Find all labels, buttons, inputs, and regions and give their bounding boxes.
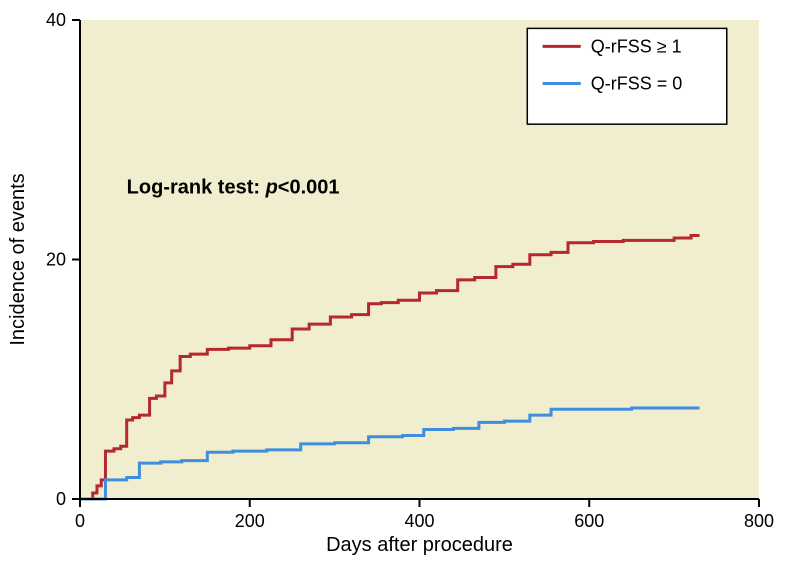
log-rank-annotation: Log-rank test: p<0.001 [127,177,340,199]
y-tick-label: 20 [46,250,66,270]
legend-label: Q-rFSS = 0 [591,74,683,94]
x-axis-label: Days after procedure [326,534,513,556]
x-tick-label: 400 [404,511,434,531]
y-axis-label: Incidence of events [7,173,29,345]
km-chart: 0 200 400 600 800 0 20 40 Days after procedure In… [0,0,801,569]
x-tick-label: 600 [574,511,604,531]
x-tick-label: 200 [235,511,265,531]
x-tick-label: 0 [75,511,85,531]
y-tick-label: 0 [56,489,66,509]
y-tick-label: 40 [46,10,66,30]
x-tick-label: 800 [744,511,774,531]
legend-label: Q-rFSS ≥ 1 [591,36,682,56]
